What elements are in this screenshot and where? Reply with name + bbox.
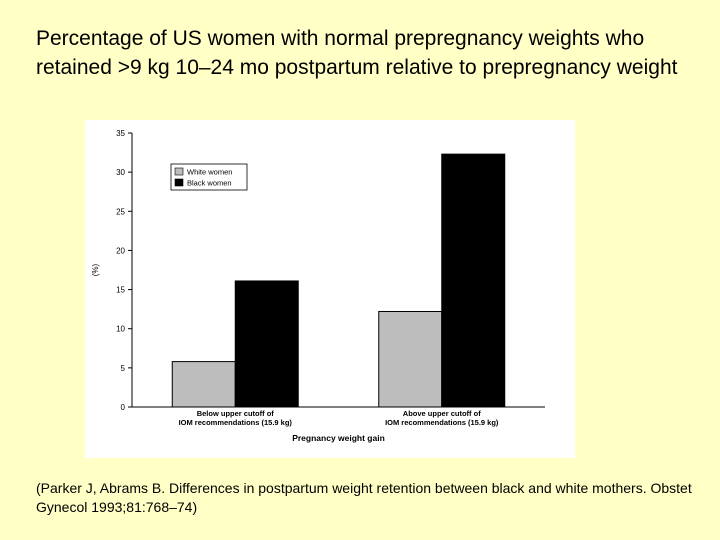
citation: (Parker J, Abrams B. Differences in post… [36, 480, 692, 515]
chart: 0 5 10 15 20 25 30 35 (%) Below upper cutoff of IO… [85, 120, 575, 458]
y-tick-label: 25 [116, 207, 125, 216]
y-tick-label: 5 [121, 364, 126, 373]
y-tick-label: 10 [116, 325, 125, 334]
x-tick-label: Above upper cutoff of [403, 409, 481, 418]
y-tick-label: 30 [116, 168, 125, 177]
y-tick-label: 0 [121, 403, 126, 412]
y-tick-label: 15 [116, 286, 125, 295]
legend-swatch-white-women [174, 167, 184, 176]
bar-black-women-1 [234, 280, 299, 408]
legend-label: Black women [187, 179, 232, 188]
x-tick-label: Below upper cutoff of [197, 409, 275, 418]
slide-title: Percentage of US women with normal prepr… [36, 27, 678, 79]
x-tick-label: IOM recommendations (15.9 kg) [179, 418, 293, 427]
bar-white-women-1 [171, 361, 236, 408]
bar-white-women-2 [378, 310, 443, 408]
x-axis-label: Pregnancy weight gain [292, 433, 385, 443]
y-axis-label: (%) [91, 263, 100, 276]
y-tick-label: 35 [116, 129, 125, 138]
y-tick-label: 20 [116, 246, 125, 255]
legend-swatch-black-women [174, 178, 184, 187]
x-tick-label: IOM recommendations (15.9 kg) [385, 418, 499, 427]
bar-black-women-2 [441, 153, 506, 408]
legend-box [170, 163, 248, 191]
legend-label: White women [187, 168, 232, 177]
